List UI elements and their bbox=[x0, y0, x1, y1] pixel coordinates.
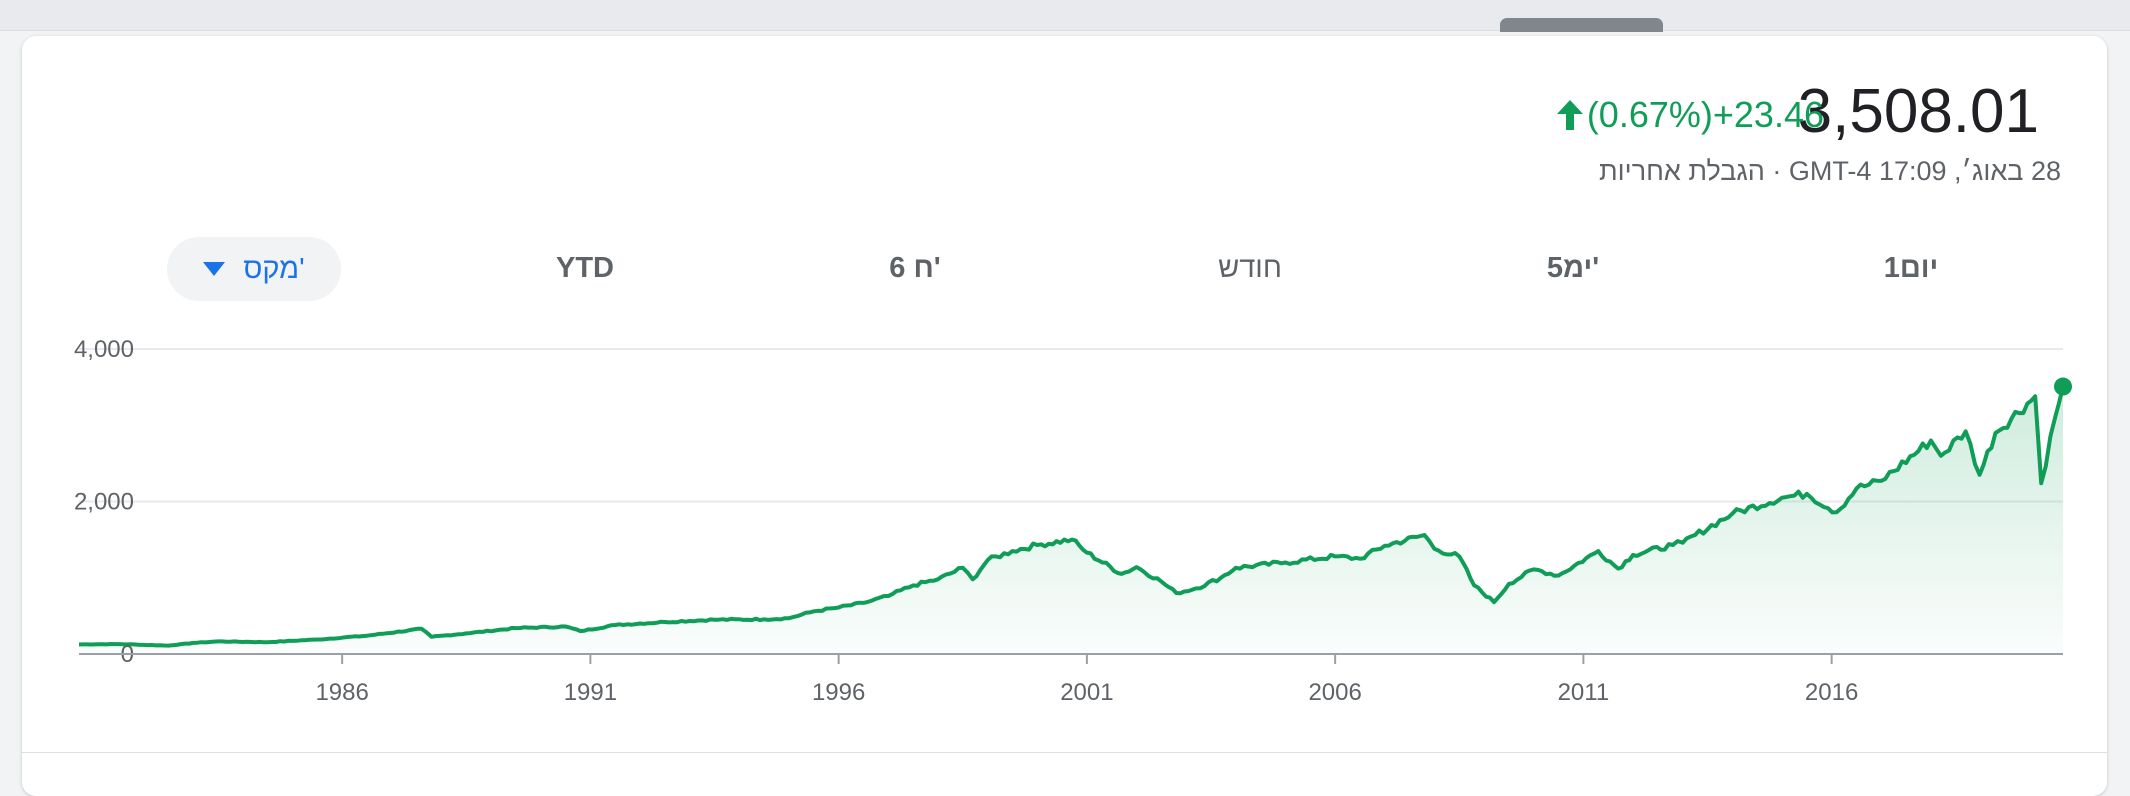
y-tick-label: 4,000 bbox=[74, 336, 134, 363]
current-price: 3,508.01 bbox=[1797, 77, 2039, 146]
tab-6-months[interactable]: 6 ח' bbox=[889, 252, 941, 284]
drag-handle[interactable] bbox=[1500, 18, 1663, 32]
tab-5-days[interactable]: 5ימ' bbox=[1546, 252, 1600, 284]
x-tick-label: 2006 bbox=[1308, 679, 1361, 706]
range-selected-label: מקס' bbox=[243, 252, 305, 285]
x-tick-label: 2001 bbox=[1060, 679, 1113, 706]
timestamp-disclaimer[interactable]: 28 באוג׳, 17:09 GMT-4 · הגבלת אחריות bbox=[1599, 156, 2061, 186]
browser-top-bar bbox=[0, 0, 2130, 32]
change-value: +23.46 bbox=[1712, 94, 1824, 135]
range-dropdown-max[interactable]: מקס' bbox=[167, 237, 341, 301]
tab-1-month[interactable]: חודש bbox=[1218, 252, 1282, 284]
x-tick-label: 1991 bbox=[564, 679, 617, 706]
y-tick-label: 2,000 bbox=[74, 489, 134, 516]
dropdown-arrow-icon bbox=[203, 262, 226, 276]
x-tick-label: 2016 bbox=[1805, 679, 1858, 706]
x-tick-label: 1996 bbox=[812, 679, 865, 706]
stock-card: 3,508.01 (0.67%) +23.46 28 באוג׳, 17:09 … bbox=[22, 36, 2107, 796]
last-price-dot bbox=[2054, 377, 2072, 396]
arrow-up-icon bbox=[1556, 100, 1583, 130]
x-tick-label: 2011 bbox=[1558, 679, 1610, 706]
price-line bbox=[78, 386, 2065, 648]
tab-1-day[interactable]: 1יום bbox=[1883, 252, 1939, 284]
price-area-fill bbox=[79, 386, 2063, 654]
x-tick-label: 1986 bbox=[315, 679, 368, 706]
card-divider bbox=[22, 752, 2107, 753]
change-percent: (0.67%) bbox=[1586, 94, 1713, 135]
price-change: (0.67%) +23.46 bbox=[1555, 94, 1824, 136]
tab-ytd[interactable]: YTD bbox=[556, 252, 614, 284]
